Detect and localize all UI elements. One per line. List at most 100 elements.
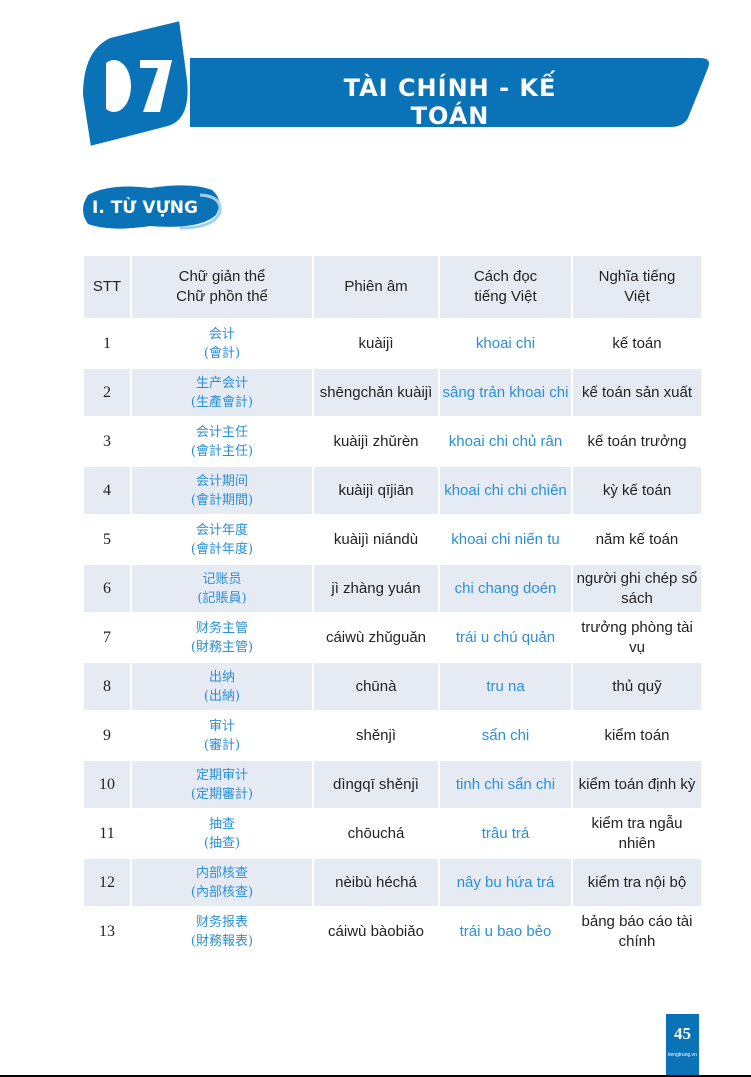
row-number-cell: 7 — [84, 614, 130, 663]
row-number-cell: 8 — [84, 663, 130, 712]
vietnamese-meaning: bảng báo cáo tài chính — [581, 912, 693, 950]
meaning-cell: kiểm toán định kỳ — [573, 761, 701, 810]
vietnamese-reading-cell: tinh chi sẩn chi — [440, 761, 571, 810]
row-number-cell: 6 — [84, 565, 130, 614]
column-header-text: Nghĩa tiếng — [598, 268, 676, 285]
vietnamese-reading-cell: sẩn chi — [440, 712, 571, 761]
traditional-chinese: (審計) — [203, 737, 241, 753]
vietnamese-reading: trái u chú quản — [455, 628, 556, 646]
row-number-cell: 3 — [84, 418, 130, 467]
table-row: 9 审计 (審計) shěnjì sẩn chi kiểm toán — [84, 712, 701, 761]
column-header-text: Việt — [624, 288, 650, 305]
row-number-cell: 13 — [84, 908, 130, 957]
table-row: 11 抽查 (抽查) chōuchá trâu trá kiểm tra ngẫu nhi… — [84, 810, 701, 859]
simplified-chinese: 内部核查 — [195, 865, 248, 881]
meaning-cell: kiểm toán — [573, 712, 701, 761]
pinyin-cell: kuàijì — [314, 320, 438, 369]
simplified-chinese: 财务主管 — [195, 620, 248, 636]
traditional-chinese: (記賬員) — [197, 590, 247, 606]
pinyin: shēngchǎn kuàijì — [319, 383, 433, 401]
pinyin-cell: shěnjì — [314, 712, 438, 761]
pinyin-cell: chūnà — [314, 663, 438, 712]
pinyin: kuàijì niándù — [333, 530, 419, 548]
table-row: 13 财务报表 (財務報表) cáiwù bàobiǎo trái u bao bẻo b… — [84, 908, 701, 957]
chinese-cell: 记账员 (記賬員) — [132, 565, 312, 614]
vietnamese-reading-cell: trái u chú quản — [440, 614, 571, 663]
vietnamese-reading-cell: sâng trản khoai chi — [440, 369, 571, 418]
traditional-chinese: (會計年度) — [190, 541, 254, 557]
table-row: 6 记账员 (記賬員) jì zhàng yuán chi chang doén ngườ… — [84, 565, 701, 614]
vietnamese-reading-cell: khoai chi niến tu — [440, 516, 571, 565]
vietnamese-reading: chi chang doén — [454, 579, 557, 597]
vietnamese-reading-cell: khoai chi — [440, 320, 571, 369]
pinyin-cell: kuàijì niándù — [314, 516, 438, 565]
vietnamese-reading: tru na — [486, 677, 525, 695]
pinyin: kuàijì qījiān — [338, 481, 414, 499]
row-number: 11 — [99, 824, 115, 842]
row-number-cell: 5 — [84, 516, 130, 565]
vietnamese-reading-cell: tru na — [440, 663, 571, 712]
vietnamese-meaning: kiểm tra nội bộ — [587, 873, 687, 891]
meaning-cell: kiểm tra nội bộ — [573, 859, 701, 908]
pinyin: chūnà — [355, 677, 397, 695]
meaning-cell: kế toán — [573, 320, 701, 369]
section-title: I. TỪ VỰNG — [92, 198, 198, 218]
row-number: 2 — [103, 383, 111, 401]
traditional-chinese: (內部核查) — [190, 884, 254, 900]
chinese-cell: 内部核查 (內部核查) — [132, 859, 312, 908]
vietnamese-meaning: kiểm toán định kỳ — [578, 775, 696, 793]
row-number: 7 — [103, 628, 111, 646]
row-number: 1 — [103, 334, 111, 352]
pinyin: chōuchá — [347, 824, 405, 842]
vocabulary-table: STT Chữ giản thể Chữ phồn thể Phiên âm Cách … — [82, 256, 703, 957]
meaning-cell: kiểm tra ngẫu nhiên — [573, 810, 701, 859]
row-number-cell: 10 — [84, 761, 130, 810]
page-number-tab: 45 tiengtrung.vn — [666, 1014, 699, 1075]
simplified-chinese: 生产会计 — [195, 375, 248, 391]
chinese-cell: 会计年度 (會計年度) — [132, 516, 312, 565]
table-row: 8 出纳 (出納) chūnà tru na thủ quỹ — [84, 663, 701, 712]
simplified-chinese: 会计 — [208, 326, 235, 342]
column-header-text: Cách đọc — [473, 268, 538, 285]
vietnamese-meaning: kiểm toán — [604, 726, 670, 744]
meaning-cell: bảng báo cáo tài chính — [573, 908, 701, 957]
column-header: Chữ giản thể Chữ phồn thể — [132, 256, 312, 320]
meaning-cell: người ghi chép sổ sách — [573, 565, 701, 614]
vietnamese-reading-cell: chi chang doén — [440, 565, 571, 614]
vietnamese-reading: nây bu hứa trá — [456, 873, 555, 891]
row-number: 6 — [103, 579, 111, 597]
simplified-chinese: 定期审计 — [195, 767, 248, 783]
table-row: 3 会计主任 (會計主任) kuàijì zhǔrèn khoai chi chủ râ… — [84, 418, 701, 467]
simplified-chinese: 记账员 — [202, 571, 242, 587]
traditional-chinese: (生產會計) — [190, 394, 254, 410]
table-row: 5 会计年度 (會計年度) kuàijì niándù khoai chi niến t… — [84, 516, 701, 565]
traditional-chinese: (會計) — [203, 345, 241, 361]
column-header-text: Chữ giản thể — [178, 268, 266, 285]
traditional-chinese: (財務主管) — [190, 639, 254, 655]
row-number-cell: 2 — [84, 369, 130, 418]
row-number: 10 — [99, 775, 115, 793]
traditional-chinese: (會計主任) — [190, 443, 254, 459]
simplified-chinese: 抽查 — [208, 816, 235, 832]
vietnamese-reading-cell: khoai chi chi chiên — [440, 467, 571, 516]
traditional-chinese: (財務報表) — [190, 933, 254, 949]
pinyin-cell: cáiwù zhǔguǎn — [314, 614, 438, 663]
meaning-cell: năm kế toán — [573, 516, 701, 565]
row-number-cell: 12 — [84, 859, 130, 908]
vietnamese-reading: tinh chi sẩn chi — [455, 775, 556, 793]
meaning-cell: kế toán sản xuất — [573, 369, 701, 418]
table-header-row: STT Chữ giản thể Chữ phồn thể Phiên âm Cách … — [84, 256, 701, 320]
vietnamese-meaning: thủ quỹ — [612, 677, 662, 695]
vietnamese-reading: sâng trản khoai chi — [442, 383, 569, 401]
title-band — [190, 58, 709, 127]
traditional-chinese: (會計期間) — [190, 492, 254, 508]
vietnamese-meaning: kế toán trưởng — [587, 432, 687, 450]
row-number-cell: 4 — [84, 467, 130, 516]
column-header: STT — [84, 256, 130, 320]
chinese-cell: 出纳 (出納) — [132, 663, 312, 712]
vietnamese-meaning: kế toán — [612, 334, 662, 352]
pinyin: dìngqī shěnjì — [333, 775, 419, 793]
chinese-cell: 生产会计 (生產會計) — [132, 369, 312, 418]
pinyin-cell: cáiwù bàobiǎo — [314, 908, 438, 957]
table-row: 2 生产会计 (生產會計) shēngchǎn kuàijì sâng trản kho… — [84, 369, 701, 418]
